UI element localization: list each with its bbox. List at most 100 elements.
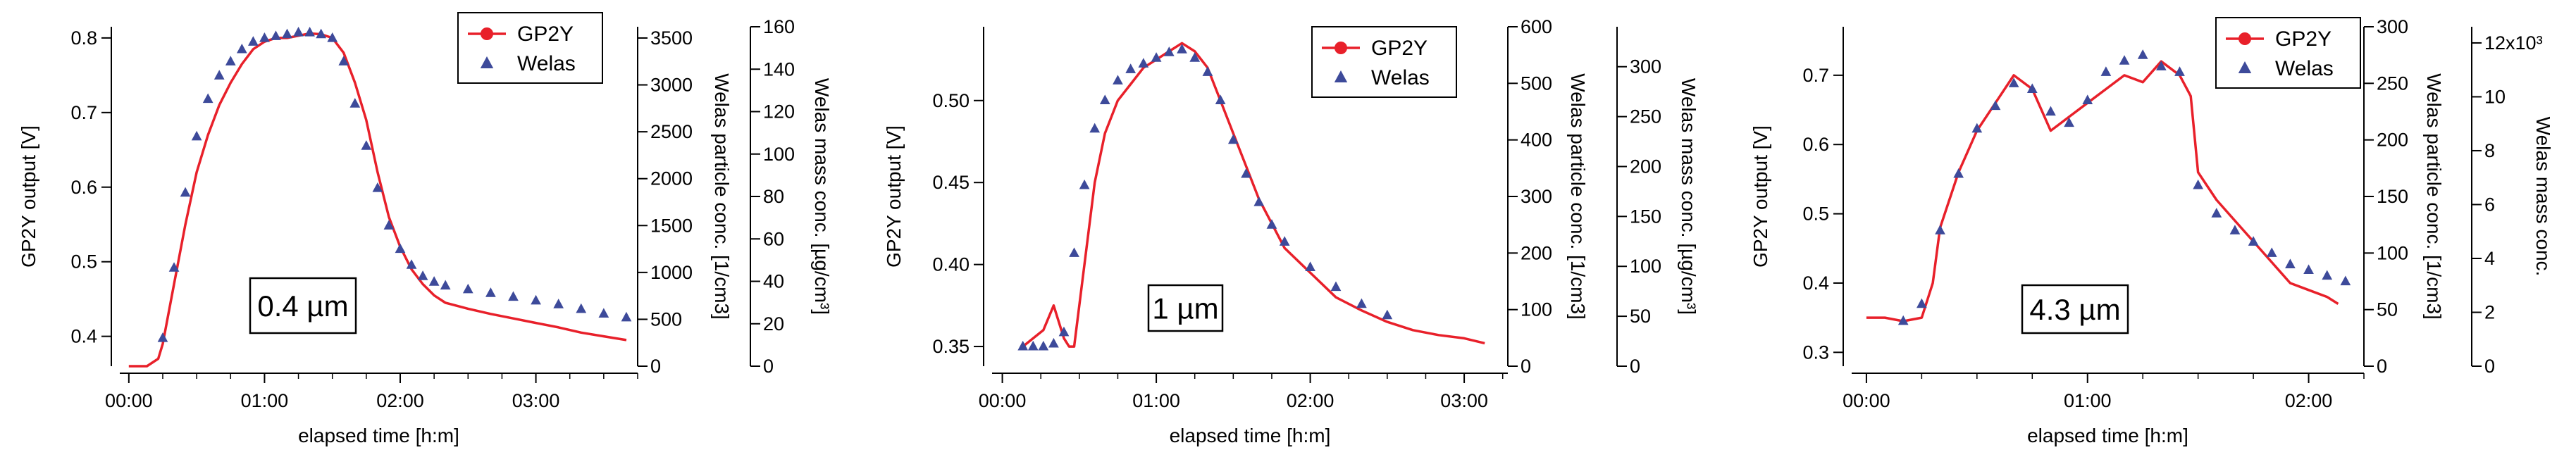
welas-point (553, 299, 564, 308)
y-left-tick-label: 0.5 (70, 251, 97, 273)
welas-point (1266, 219, 1277, 229)
welas-point (462, 283, 473, 294)
welas-point (1897, 315, 1909, 325)
y-right2-tick-label: 0 (2484, 356, 2495, 377)
y-right2-tick-label: 100 (1630, 256, 1661, 277)
y-right2-tick-label: 80 (763, 186, 784, 207)
y-right2-tick-label: 100 (763, 144, 795, 165)
welas-point (1069, 247, 1079, 257)
y-right2-tick-label: 50 (1630, 306, 1651, 327)
y-right2-tick-label: 200 (1630, 156, 1661, 177)
welas-point (1241, 168, 1251, 178)
welas-point (2266, 247, 2277, 257)
y-left-tick-label: 0.4 (70, 326, 97, 347)
y-right1-tick-label: 1500 (650, 215, 693, 236)
x-axis-label: elapsed time [h:m] (298, 425, 459, 446)
welas-point (428, 276, 440, 286)
welas-point (2322, 270, 2333, 280)
y-right2-tick-label: 2 (2484, 301, 2495, 323)
y-right1-tick-label: 100 (2377, 242, 2408, 263)
legend-gp2y-marker (481, 27, 493, 40)
welas-point (1151, 52, 1162, 62)
welas-point (417, 270, 428, 280)
welas-point (2174, 66, 2185, 76)
welas-point (598, 308, 609, 318)
x-axis-label: elapsed time [h:m] (1170, 425, 1331, 446)
welas-point (1163, 46, 1175, 56)
welas-point (576, 303, 587, 313)
welas-point (372, 182, 383, 192)
legend-welas-marker (2238, 61, 2252, 73)
y-left-tick-label: 0.3 (1802, 342, 1829, 363)
y-right1-axis-label: Welas particle conc. [1/cm3] (2423, 73, 2445, 320)
welas-point (531, 294, 541, 305)
legend-box (1311, 26, 1457, 98)
y-right1-tick-label: 200 (1521, 242, 1552, 263)
x-tick-label: 02:00 (2285, 390, 2333, 411)
welas-point (1215, 94, 1226, 105)
annotation-box (1147, 284, 1224, 332)
x-tick-label: 00:00 (105, 390, 153, 411)
welas-point (1253, 196, 1265, 206)
y-right2-tick-label: 160 (763, 16, 795, 37)
gp2y-series-line (1022, 42, 1485, 348)
y-left-tick-label: 0.4 (1802, 273, 1829, 294)
legend-gp2y-marker (1335, 42, 1347, 54)
y-left-axis-label: GP2Y output [V] (1750, 125, 1771, 268)
x-axis-label: elapsed time [h:m] (2027, 425, 2188, 446)
welas-point (1990, 100, 2001, 111)
welas-point (361, 140, 372, 150)
y-right1-tick-label: 1000 (650, 262, 693, 283)
welas-point (2045, 106, 2056, 116)
welas-point (327, 32, 338, 42)
y-right2-tick-label: 6 (2484, 194, 2495, 215)
welas-point (1227, 134, 1239, 144)
welas-point (395, 243, 406, 254)
legend-gp2y-label: GP2Y (517, 23, 574, 46)
welas-point (1382, 309, 1393, 320)
x-tick-label: 00:00 (1843, 390, 1890, 411)
y-right2-tick-label: 300 (1630, 56, 1661, 77)
y-left-tick-label: 0.35 (932, 336, 970, 357)
panel-left: 00:00 01:00 02:00 03:00 elapsed time [h:m] 0.… (18, 12, 833, 446)
y-right1-axis-label: Welas particle conc. [1/cm3] (711, 73, 733, 320)
y-right1-tick-label: 300 (1521, 186, 1552, 207)
welas-point (316, 28, 327, 39)
welas-point (1038, 340, 1049, 351)
y-right1-tick-label: 400 (1521, 130, 1552, 151)
x-tick-label: 03:00 (512, 390, 560, 411)
legend: GP2Y Welas (2215, 17, 2361, 89)
welas-point (2193, 179, 2204, 189)
welas-point (2082, 94, 2093, 105)
welas-point (383, 220, 395, 230)
welas-point (2211, 208, 2222, 218)
panel-middle: 00:00 01:00 02:00 03:00 elapsed time [h:m] 0.… (883, 16, 1699, 446)
welas-point (1356, 298, 1367, 308)
y-left-tick-label: 0.7 (1802, 65, 1829, 86)
x-tick-label: 01:00 (1132, 390, 1180, 411)
legend: GP2Y Welas (1311, 26, 1457, 98)
y-right1-tick-label: 300 (2377, 16, 2408, 37)
x-tick-label: 00:00 (979, 390, 1027, 411)
y-right1-tick-label: 3000 (650, 75, 693, 96)
welas-point (282, 28, 292, 39)
x-tick-label: 01:00 (2064, 390, 2112, 411)
y-right2-tick-label: 8 (2484, 140, 2495, 161)
welas-point (2137, 49, 2148, 59)
legend-welas-marker (1334, 70, 1348, 82)
welas-point (2340, 275, 2351, 286)
welas-point (1330, 281, 1342, 292)
y-left-tick-label: 0.40 (932, 254, 970, 275)
legend-welas-marker (480, 56, 494, 68)
y-right2-axis-label: Welas mass conc. [µg/cm³] (1678, 78, 1699, 315)
y-right2-tick-label: 0 (763, 356, 774, 377)
y-right1-tick-label: 50 (2377, 299, 2398, 320)
welas-point (2303, 264, 2314, 275)
annotation-label: 4.3 µm (2029, 293, 2120, 326)
welas-point (304, 26, 315, 37)
legend-gp2y-label: GP2Y (2275, 27, 2332, 51)
x-tick-label: 03:00 (1440, 390, 1488, 411)
welas-point (236, 43, 247, 54)
x-tick-label: 02:00 (1287, 390, 1335, 411)
legend-gp2y-label: GP2Y (1371, 37, 1428, 60)
